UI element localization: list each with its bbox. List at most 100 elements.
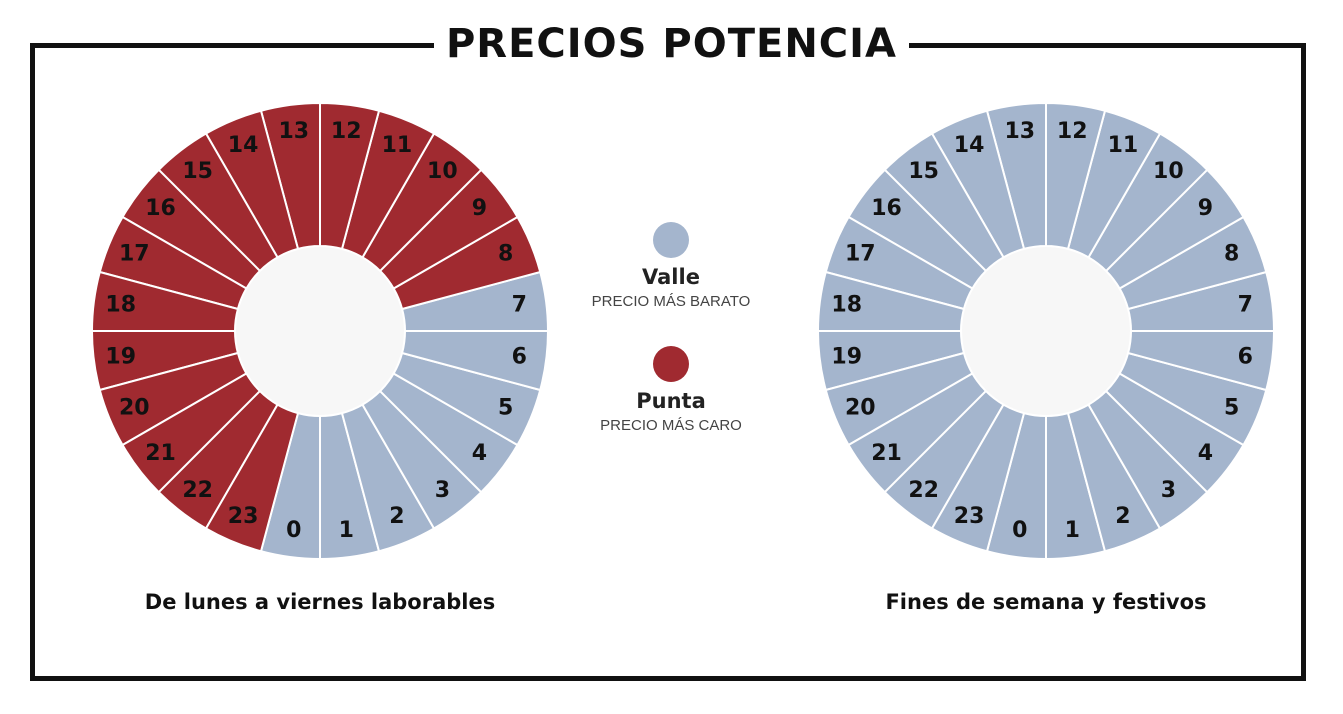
weekday-hour-23-segment [204, 403, 300, 553]
weekend-hour-9-segment [1104, 168, 1245, 290]
weekend-hour-4-segment [1104, 372, 1245, 494]
weekend-hour-21-label: 21 [871, 441, 902, 466]
weekend-hour-20-segment [824, 351, 974, 447]
weekday-hour-13-segment [259, 103, 321, 251]
weekday-hour-14-label: 14 [228, 133, 259, 158]
weekday-hour-21-segment [121, 372, 262, 494]
weekend-hour-6-label: 6 [1238, 345, 1253, 370]
weekend-hour-9-label: 9 [1198, 196, 1213, 221]
weekday-hour-8-label: 8 [498, 242, 513, 267]
legend-valle: Valle PRECIO MÁS BARATO [571, 222, 771, 312]
weekday-hour-11-label: 11 [382, 133, 413, 158]
weekday-hour-15-label: 15 [182, 159, 213, 184]
weekday-hour-2-label: 2 [389, 504, 404, 529]
weekday-hour-3-label: 3 [435, 478, 450, 503]
weekday-hour-15-segment [157, 132, 279, 273]
weekday-hour-17-segment [98, 215, 248, 311]
weekday-hour-21-label: 21 [145, 441, 176, 466]
weekday-hour-6-label: 6 [512, 345, 527, 370]
weekday-hour-17-label: 17 [119, 242, 150, 267]
weekend-hour-6-segment [1126, 330, 1274, 392]
weekday-hour-2-segment [340, 403, 436, 553]
weekday-hour-14-segment [204, 109, 300, 259]
weekday-hour-6-segment [400, 330, 548, 392]
weekday-hour-16-label: 16 [145, 196, 176, 221]
weekday-wheel-center [236, 247, 404, 415]
weekday-hour-22-segment [157, 389, 279, 530]
weekend-hour-0-label: 0 [1012, 518, 1027, 543]
weekday-hour-10-label: 10 [427, 159, 458, 184]
weekday-hour-20-segment [98, 351, 248, 447]
weekend-hour-18-segment [818, 270, 966, 332]
weekday-hour-11-segment [340, 109, 436, 259]
weekend-hour-10-segment [1087, 132, 1209, 273]
weekend-hour-23-label: 23 [954, 504, 985, 529]
weekend-hour-15-label: 15 [908, 159, 939, 184]
valle-swatch [653, 222, 689, 258]
weekend-wheel-center [962, 247, 1130, 415]
weekend-hour-4-label: 4 [1198, 441, 1213, 466]
weekday-hour-7-label: 7 [512, 292, 527, 317]
weekend-hour-21-segment [847, 372, 988, 494]
weekend-hour-12-label: 12 [1057, 119, 1088, 144]
weekend-hour-10-label: 10 [1153, 159, 1184, 184]
weekend-hour-23-segment [930, 403, 1026, 553]
legend-punta: Punta PRECIO MÁS CARO [571, 346, 771, 436]
weekend-hour-5-label: 5 [1224, 395, 1239, 420]
weekend-hour-17-label: 17 [845, 242, 876, 267]
weekend-hour-2-label: 2 [1115, 504, 1130, 529]
weekday-hour-20-label: 20 [119, 395, 150, 420]
weekend-hour-7-segment [1126, 270, 1274, 332]
weekday-hour-4-segment [378, 372, 519, 494]
weekend-hour-7-label: 7 [1238, 292, 1253, 317]
weekend-hour-20-label: 20 [845, 395, 876, 420]
weekend-hour-14-segment [930, 109, 1026, 259]
weekday-hour-4-label: 4 [472, 441, 487, 466]
weekday-hour-3-segment [361, 389, 483, 530]
legend-valle-name: Valle [642, 265, 700, 289]
weekday-hour-18-label: 18 [105, 292, 136, 317]
weekend-hour-15-segment [883, 132, 1005, 273]
weekday-hour-23-label: 23 [228, 504, 259, 529]
weekday-hour-1-segment [319, 411, 381, 559]
weekend-hour-16-label: 16 [871, 196, 902, 221]
weekday-hour-18-segment [92, 270, 240, 332]
weekend-hour-17-segment [824, 215, 974, 311]
weekend-hour-22-segment [883, 389, 1005, 530]
weekend-hour-13-segment [985, 103, 1047, 251]
weekday-hour-12-segment [319, 103, 381, 251]
weekend-caption: Fines de semana y festivos [885, 590, 1207, 614]
weekend-hour-3-label: 3 [1161, 478, 1176, 503]
weekday-hour-10-segment [361, 132, 483, 273]
punta-swatch [653, 346, 689, 382]
weekday-hour-0-label: 0 [286, 518, 301, 543]
legend-punta-description: PRECIO MÁS CARO [600, 417, 742, 434]
weekday-caption: De lunes a viernes laborables [144, 590, 496, 614]
weekday-hour-5-label: 5 [498, 395, 513, 420]
weekday-hour-19-segment [92, 330, 240, 392]
weekend-hour-3-segment [1087, 389, 1209, 530]
weekend-hour-8-label: 8 [1224, 242, 1239, 267]
weekday-hour-22-label: 22 [182, 478, 213, 503]
weekend-hour-19-label: 19 [831, 345, 862, 370]
weekday-hour-12-label: 12 [331, 119, 362, 144]
weekday-hour-8-segment [392, 215, 542, 311]
weekend-hour-1-label: 1 [1065, 518, 1080, 543]
weekend-hour-22-label: 22 [908, 478, 939, 503]
weekend-hour-1-segment [1045, 411, 1107, 559]
weekday-hour-5-segment [392, 351, 542, 447]
weekday-hour-7-segment [400, 270, 548, 332]
weekend-hour-18-label: 18 [831, 292, 862, 317]
weekend-hour-11-segment [1066, 109, 1162, 259]
weekend-hour-5-segment [1118, 351, 1268, 447]
weekend-hour-8-segment [1118, 215, 1268, 311]
weekend-hour-12-segment [1045, 103, 1107, 251]
weekday-hour-13-label: 13 [278, 119, 309, 144]
weekend-hour-16-segment [847, 168, 988, 290]
weekday-hour-9-segment [378, 168, 519, 290]
weekend-hour-11-label: 11 [1108, 133, 1139, 158]
weekend-hour-2-segment [1066, 403, 1162, 553]
weekday-hour-9-label: 9 [472, 196, 487, 221]
weekday-hour-19-label: 19 [105, 345, 136, 370]
